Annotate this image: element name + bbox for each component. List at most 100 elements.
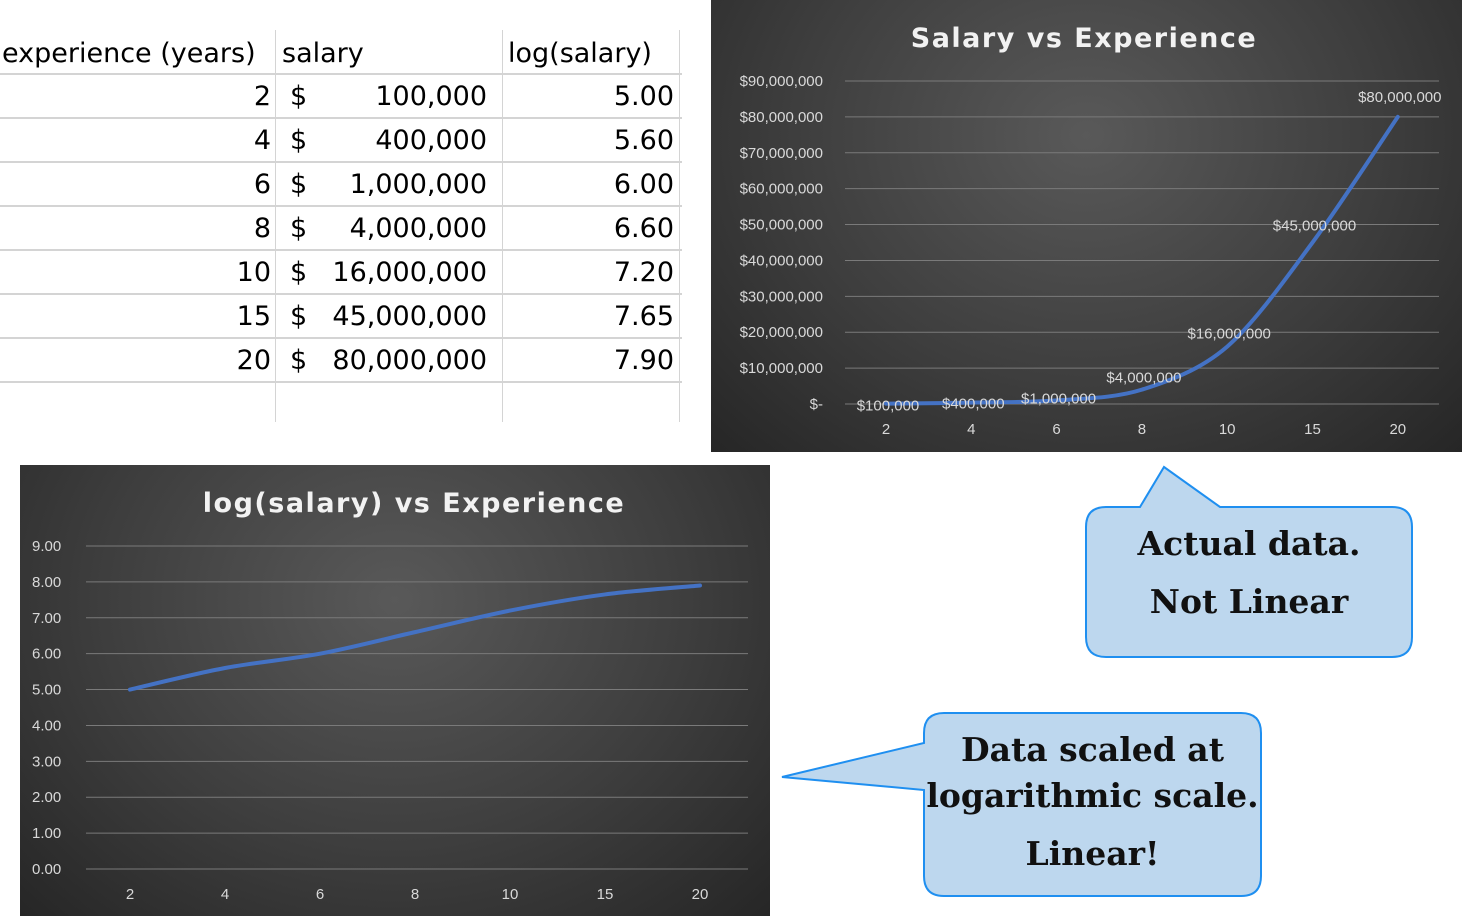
x-tick-label: 20 <box>692 886 709 903</box>
x-tick-label: 8 <box>1138 421 1146 438</box>
callout-line: Actual data. <box>1137 524 1361 563</box>
row-divider <box>0 205 682 207</box>
cell-salary: 45,000,000 <box>332 301 487 332</box>
callout-log-scale <box>781 712 1262 897</box>
cell-currency: $ <box>290 169 308 200</box>
cell-experience: 4 <box>253 125 271 156</box>
header-experience: experience (years) <box>2 38 256 69</box>
x-tick-label: 4 <box>221 886 229 903</box>
y-tick-label: 5.00 <box>32 682 61 699</box>
cell-salary: 1,000,000 <box>349 169 487 200</box>
data-label: $4,000,000 <box>1106 370 1181 387</box>
callout-line: Not Linear <box>1149 582 1349 621</box>
cell-log-salary: 7.90 <box>613 345 674 376</box>
x-tick-label: 2 <box>882 421 890 438</box>
row-divider <box>0 73 682 75</box>
callout-log-text: Data scaled at logarithmic scale. Linear… <box>924 733 1261 870</box>
cell-currency: $ <box>290 345 308 376</box>
header-salary: salary <box>282 38 364 69</box>
x-tick-label: 15 <box>597 886 614 903</box>
y-tick-label: 9.00 <box>32 538 61 555</box>
x-tick-label: 2 <box>126 886 134 903</box>
cell-salary: 4,000,000 <box>349 213 487 244</box>
cell-experience: 6 <box>253 169 271 200</box>
y-tick-label: 8.00 <box>32 574 61 591</box>
callout-actual-data <box>1085 465 1413 658</box>
y-tick-label: $80,000,000 <box>740 109 823 126</box>
chart-title: log(salary) vs Experience <box>203 488 625 519</box>
y-tick-label: $70,000,000 <box>740 145 823 162</box>
data-label: $400,000 <box>942 396 1005 413</box>
cell-salary: 400,000 <box>375 125 487 156</box>
cell-log-salary: 7.20 <box>613 257 674 288</box>
callout-line: Linear! <box>1025 834 1160 873</box>
callout-line: Data scaled at <box>961 730 1224 769</box>
y-tick-label: $10,000,000 <box>740 360 823 377</box>
row-divider <box>0 161 682 163</box>
cell-log-salary: 5.60 <box>613 125 674 156</box>
x-tick-label: 10 <box>502 886 519 903</box>
cell-salary: 16,000,000 <box>332 257 487 288</box>
y-tick-label: 4.00 <box>32 717 61 734</box>
x-tick-label: 8 <box>411 886 419 903</box>
cell-currency: $ <box>290 257 308 288</box>
y-tick-label: 0.00 <box>32 861 61 878</box>
x-tick-label: 6 <box>1052 421 1060 438</box>
row-divider <box>0 381 682 383</box>
x-tick-label: 4 <box>967 421 975 438</box>
callout-actual-text: Actual data. Not Linear <box>1086 527 1412 618</box>
y-tick-label: $30,000,000 <box>740 288 823 305</box>
data-label: $45,000,000 <box>1273 218 1356 235</box>
salary-chart-svg: Salary vs Experience $- $10,000,000 $20,00… <box>740 23 1442 438</box>
y-tick-label: $60,000,000 <box>740 181 823 198</box>
y-tick-label: $50,000,000 <box>740 217 823 234</box>
cell-experience: 8 <box>253 213 271 244</box>
salary-chart: Salary vs Experience $- $10,000,000 $20,00… <box>711 0 1462 452</box>
data-label: $80,000,000 <box>1358 89 1441 106</box>
callout-line: logarithmic scale. <box>926 776 1259 815</box>
row-divider <box>0 117 682 119</box>
row-divider <box>0 337 682 339</box>
cell-currency: $ <box>290 125 308 156</box>
data-label: $100,000 <box>857 398 920 415</box>
y-tick-label: 6.00 <box>32 646 61 663</box>
row-divider <box>0 249 682 251</box>
column-divider <box>502 30 503 422</box>
log-salary-chart: log(salary) vs Experience 0.00 1.00 2.00 3.… <box>20 465 770 916</box>
header-log-salary: log(salary) <box>508 38 652 69</box>
cell-experience: 2 <box>253 81 271 112</box>
cell-experience: 10 <box>236 257 271 288</box>
y-tick-label: $90,000,000 <box>740 73 823 90</box>
spreadsheet-table: experience (years) salary log(salary) 2 $… <box>0 30 684 422</box>
row-divider <box>0 293 682 295</box>
cell-log-salary: 5.00 <box>613 81 674 112</box>
column-divider <box>275 30 276 422</box>
cell-experience: 20 <box>236 345 271 376</box>
y-tick-label: 2.00 <box>32 789 61 806</box>
cell-salary: 80,000,000 <box>332 345 487 376</box>
y-tick-label: 1.00 <box>32 825 61 842</box>
data-label: $16,000,000 <box>1187 326 1270 343</box>
cell-currency: $ <box>290 213 308 244</box>
x-tick-label: 15 <box>1304 421 1321 438</box>
chart-title: Salary vs Experience <box>911 23 1257 54</box>
cell-log-salary: 6.60 <box>613 213 674 244</box>
series-line <box>884 114 1400 406</box>
data-label: $1,000,000 <box>1021 390 1096 407</box>
series-line <box>128 583 702 692</box>
x-tick-label: 10 <box>1219 421 1236 438</box>
cell-salary: 100,000 <box>375 81 487 112</box>
y-tick-label: $40,000,000 <box>740 252 823 269</box>
cell-log-salary: 7.65 <box>613 301 674 332</box>
log-salary-chart-svg: log(salary) vs Experience 0.00 1.00 2.00 3.… <box>32 488 748 903</box>
y-tick-label: 7.00 <box>32 610 61 627</box>
y-tick-label: 3.00 <box>32 753 61 770</box>
cell-currency: $ <box>290 81 308 112</box>
y-tick-label: $- <box>810 396 823 413</box>
cell-currency: $ <box>290 301 308 332</box>
y-tick-label: $20,000,000 <box>740 324 823 341</box>
column-divider <box>679 30 680 422</box>
cell-experience: 15 <box>236 301 271 332</box>
x-tick-label: 6 <box>316 886 324 903</box>
